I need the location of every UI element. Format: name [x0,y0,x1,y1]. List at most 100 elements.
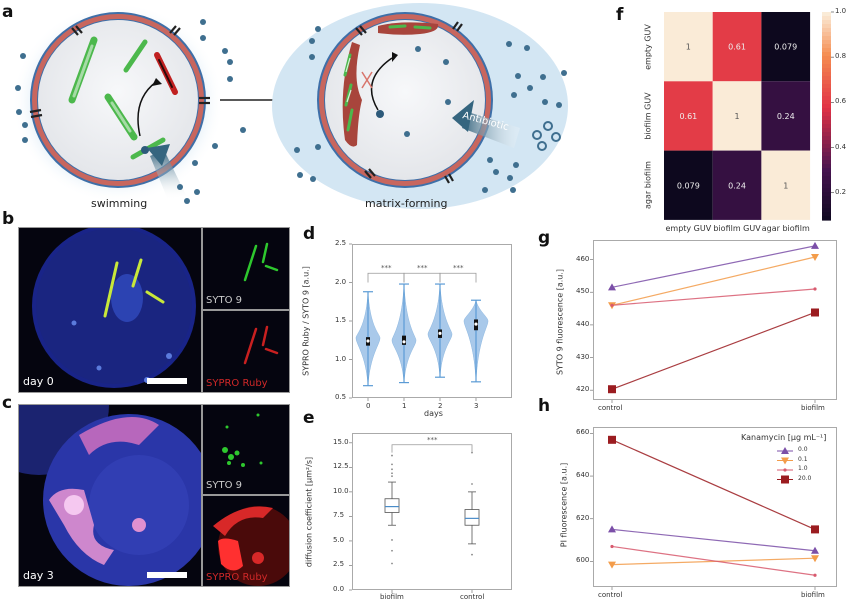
marker-square [608,385,616,394]
colorbar-segment [822,128,831,133]
marker-triangle-down [811,555,819,563]
marker-dot [783,468,787,472]
colorbar-segment [822,172,831,177]
panel-label-a: a [2,2,14,22]
micrograph-b-merged: day 0 [18,227,202,393]
day-0-label: day 0 [23,375,54,388]
colorbar-segment [822,140,831,145]
colorbar-segment [822,20,831,25]
y-tick-label: 0.0 [333,585,345,593]
box-outlier [391,472,393,475]
colorbar-segment [822,192,831,197]
matrix-forming-caption: matrix-forming [365,197,448,210]
significance-bracket [439,272,477,283]
colorbar-segment [822,72,831,77]
box-outlier [391,549,393,552]
significance-label: *** [453,264,464,273]
marker-triangle-up [608,525,616,533]
y-tick-label: 10.0 [333,486,349,495]
x-tick-label: control [598,404,623,412]
x-tick-label: 3 [474,402,479,410]
x-tick-label: 1 [402,402,407,410]
heatmap-cell-label: 0.24 [728,181,746,190]
panel-label-h: h [538,396,551,416]
swimming-cell [12,3,224,203]
marker-triangle-down [608,561,616,569]
y-tick-label: 2.5 [335,239,347,247]
y-tick-label: 440 [576,319,590,328]
marker-square [781,475,789,484]
panel-label-d: d [303,224,316,244]
significance-label: *** [427,435,438,444]
y-tick-label: 2.0 [335,277,347,286]
colorbar-segment [822,136,831,141]
colorbar-segment [822,196,831,201]
heatmap-col-label: agar biofilm [761,224,810,233]
marker-square [811,308,819,317]
series-line-20.0 [611,439,816,530]
y-tick-label: 600 [576,556,590,565]
legend-title: Kanamycin [μg mL⁻¹] [741,433,827,442]
heatmap-cell-label: 0.24 [777,112,795,121]
violin-median [402,340,406,344]
series-line-0.1 [611,256,816,306]
marker-triangle-up [811,546,819,554]
colorbar-segment [822,32,831,37]
colorbar-segment [822,28,831,33]
panel-label-c: c [2,393,13,413]
x-tick-label: 0 [366,402,371,410]
colorbar-segment [822,180,831,185]
colorbar-segment [822,120,831,125]
heatmap-col-label: empty GUV [665,224,712,233]
box-iqr [384,498,400,513]
y-tick-label: 460 [576,254,590,263]
legend-label: 20.0 [798,474,812,482]
marker-triangle-up [811,241,819,249]
marker-dot [813,573,817,577]
scale-bar [147,378,187,384]
y-tick-label: 1.5 [335,316,347,324]
colorbar-segment [822,24,831,29]
box-outlier [391,475,393,478]
y-tick-label: 450 [576,287,590,296]
significance-label: *** [381,264,392,273]
colorbar-segment [822,168,831,173]
heatmap-cell [712,81,762,151]
marker-dot [610,544,614,549]
sypro-label-b: SYPRO Ruby [206,378,268,389]
colorbar-segment [822,112,831,117]
x-tick-label: 2 [438,402,443,410]
colorbar-tick-label: 0.4 [835,142,847,151]
series-line-0.0 [611,245,816,288]
colorbar-segment [822,76,831,81]
colorbar-segment [822,104,831,109]
heatmap-cell [712,150,762,220]
colorbar-segment [822,132,831,137]
legend-label: 0.1 [798,455,808,463]
chart-h-frame [593,427,837,587]
marker-triangle-down [811,253,819,261]
colorbar-tick-label: 1.0 [835,7,847,15]
chart-d-frame [352,244,512,398]
series-line-1.0 [611,545,816,576]
micrograph-b-sypro: SYPRO Ruby [202,310,290,393]
y-tick-label: 2.5 [333,560,345,569]
schematic-diagram: Antibiotic [12,3,568,209]
colorbar-segment [822,96,831,101]
heatmap-col-label: biofilm GUV [713,224,761,233]
colorbar-segment [822,116,831,121]
micrograph-c-syto9: SYTO 9 [202,404,290,495]
y-tick-label: 5.0 [333,535,345,544]
heatmap-cell [712,12,762,82]
colorbar-segment [822,68,831,73]
series-line-1.0 [611,288,816,306]
marker-triangle-up [781,447,789,454]
significance-label: *** [417,264,428,273]
y-tick-label: 15.0 [333,437,349,446]
violin-median [438,331,442,335]
